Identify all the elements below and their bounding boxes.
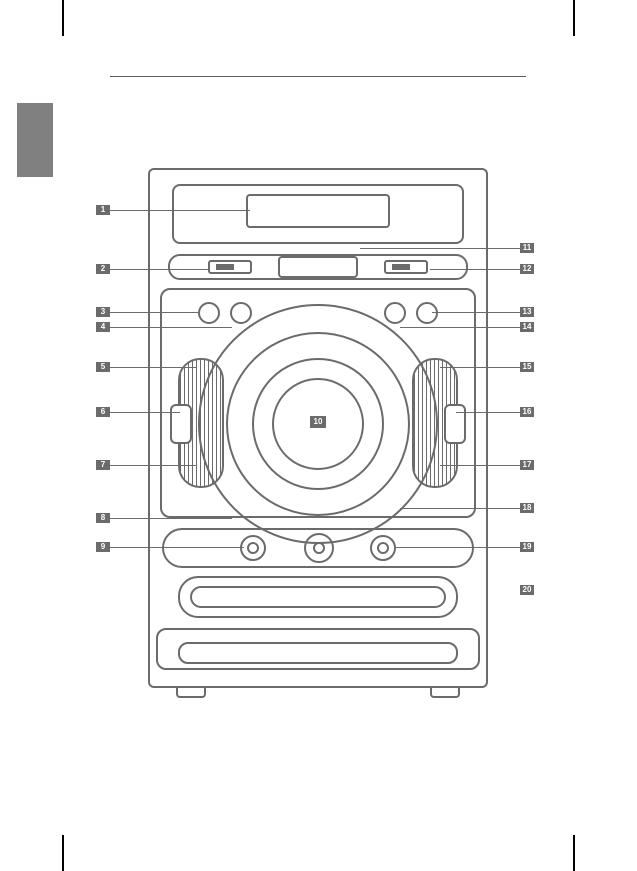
center-slot [278,256,358,278]
callout-10: 10 [310,416,326,428]
foot-left [176,688,206,698]
header-rule [110,76,526,77]
callout-line [110,327,232,328]
callout-19: 19 [520,542,534,552]
callout-line [110,465,196,466]
knob-cap-left [170,404,192,444]
page: 10 12345678920111213141516171819 [0,0,637,871]
callout-16: 16 [520,407,534,417]
callout-3: 3 [96,307,110,317]
base-bar [156,628,480,670]
callout-4: 4 [96,322,110,332]
callout-line [440,367,520,368]
callout-line [430,269,520,270]
disc-tray [178,576,458,618]
callout-line [456,412,520,413]
callout-14: 14 [520,322,534,332]
foot-right [430,688,460,698]
callout-line [110,367,196,368]
callout-12: 12 [520,264,534,274]
callout-17: 17 [520,460,534,470]
callout-7: 7 [96,460,110,470]
callout-line [110,412,180,413]
knob-cap-right [444,404,466,444]
callout-line [110,518,232,519]
callout-line [110,312,200,313]
display-window [246,194,390,228]
crop-mark-bl [0,835,64,871]
callout-8: 8 [96,513,110,523]
callout-11: 11 [520,243,534,253]
callout-13: 13 [520,307,534,317]
callout-line [432,312,520,313]
jack [370,535,396,561]
callout-20: 20 [520,585,534,595]
round-button [230,302,252,324]
round-button [384,302,406,324]
callout-line [110,547,244,548]
callout-line [110,210,250,211]
callout-18: 18 [520,503,534,513]
jack-center [304,533,334,563]
callout-line [400,508,520,509]
callout-15: 15 [520,362,534,372]
usb-slot-icon [216,264,234,270]
callout-line [394,547,520,548]
usb-slot-icon [392,264,410,270]
callout-line [110,269,210,270]
callout-2: 2 [96,264,110,274]
jack [240,535,266,561]
callout-line [400,327,520,328]
callout-9: 9 [96,542,110,552]
round-button [198,302,220,324]
callout-6: 6 [96,407,110,417]
crop-mark-br [573,835,637,871]
round-button [416,302,438,324]
crop-mark-tl [0,0,64,36]
callout-1: 1 [96,205,110,215]
crop-mark-tr [573,0,637,36]
callout-line [440,465,520,466]
section-tab [17,103,53,177]
callout-line [360,248,520,249]
callout-5: 5 [96,362,110,372]
